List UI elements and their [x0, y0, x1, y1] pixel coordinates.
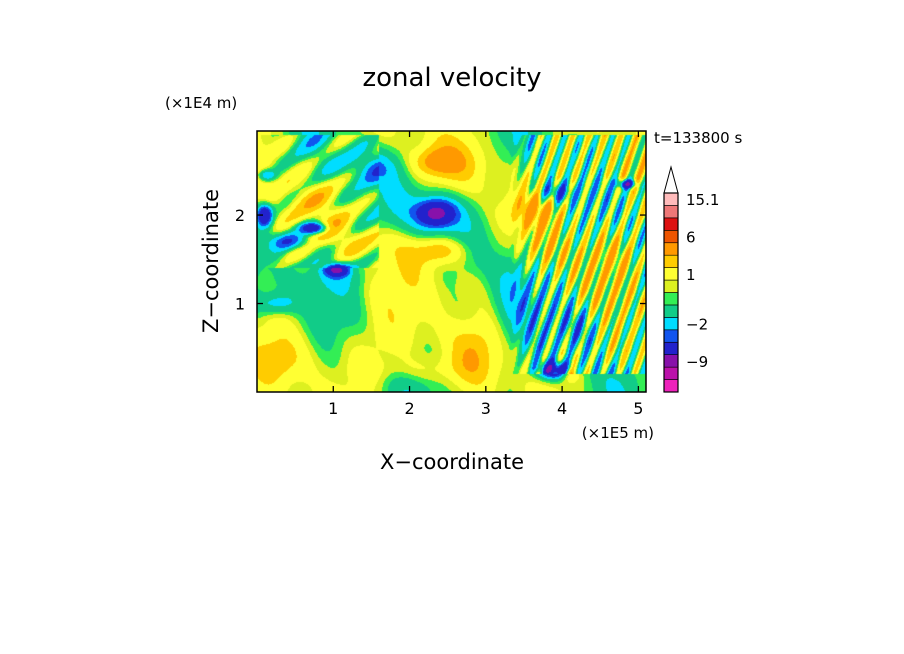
plot-area [256, 130, 647, 393]
colorbar-swatch [663, 205, 679, 219]
time-label: t=133800 s [654, 129, 742, 147]
contour-field [257, 131, 646, 392]
colorbar-swatch [663, 267, 679, 281]
x-tick-label: 5 [633, 399, 643, 418]
x-tick-label: 4 [557, 399, 567, 418]
colorbar-swatch [663, 279, 679, 293]
x-axis-label: X−coordinate [380, 450, 524, 474]
chart-title: zonal velocity [362, 63, 541, 93]
x-scale-label: (×1E5 m) [582, 424, 654, 442]
colorbar-label: 6 [686, 229, 696, 247]
colorbar-swatch [663, 230, 679, 244]
colorbar-swatch [663, 292, 679, 306]
colorbar-swatch [663, 341, 679, 355]
colorbar-swatch [663, 379, 679, 393]
colorbar-swatch [663, 254, 679, 268]
colorbar-swatch [663, 192, 679, 206]
colorbar-swatch [663, 304, 679, 318]
y-tick-label: 2 [235, 206, 245, 225]
colorbar-swatch [663, 366, 679, 380]
colorbar-swatch [663, 317, 679, 331]
colorbar: 15.1 6 1 −2 −9 [663, 165, 719, 393]
x-tick-label: 3 [481, 399, 491, 418]
colorbar-frame [663, 192, 679, 393]
colorbar-swatch [663, 329, 679, 343]
plot-frame [256, 130, 647, 393]
x-axis: 1 2 3 4 5 [328, 131, 643, 418]
y-axis-label: Z−coordinate [199, 189, 223, 333]
colorbar-swatch [663, 354, 679, 368]
y-scale-label: (×1E4 m) [165, 94, 237, 112]
colorbar-label: −9 [686, 353, 708, 371]
y-axis: 12 [235, 206, 646, 314]
colorbar-label: 1 [686, 266, 696, 284]
colorbar-swatch [663, 242, 679, 256]
colorbar-extension-triangle [663, 165, 679, 194]
colorbar-swatch [663, 217, 679, 231]
colorbar-label: 15.1 [686, 191, 719, 209]
y-tick-label: 1 [235, 295, 245, 314]
colorbar-label: −2 [686, 316, 708, 334]
x-tick-label: 2 [404, 399, 414, 418]
x-tick-label: 1 [328, 399, 338, 418]
